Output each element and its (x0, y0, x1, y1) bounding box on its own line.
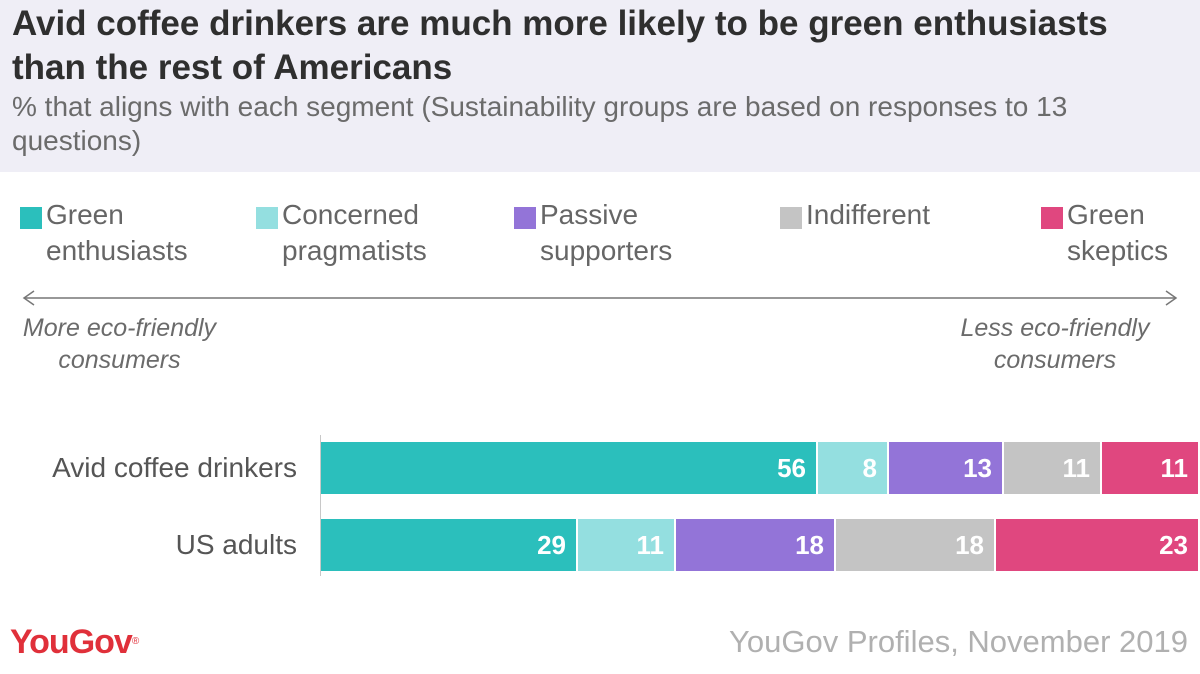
more-eco-friendly-line1: More eco-friendly (22, 314, 217, 342)
more-eco-friendly-line2: consumers (58, 346, 181, 374)
bar-value-label: 18 (795, 530, 824, 560)
chart-subtitle: % that aligns with each segment (Sustain… (12, 91, 1068, 156)
less-eco-friendly-label: Less eco-friendly consumers (950, 312, 1160, 376)
bar-row: 29 11 18 18 23 (321, 519, 1200, 571)
legend-swatch (256, 207, 278, 229)
legend-label: Green enthusiasts (46, 197, 188, 269)
legend-label-line2: pragmatists (282, 235, 427, 266)
bar-value-label: 23 (1159, 530, 1188, 560)
logo-text: YouGov (10, 623, 133, 661)
legend-label-line1: Indifferent (806, 199, 931, 230)
bar-value-label: 56 (777, 453, 806, 483)
legend-swatch (780, 207, 802, 229)
bar-segment: 29 (321, 519, 578, 571)
legend-label: Passive supporters (540, 197, 672, 269)
legend-label-line2: enthusiasts (46, 235, 188, 266)
bar-value-label: 11 (1160, 453, 1189, 483)
less-eco-friendly-line1: Less eco-friendly (960, 314, 1150, 342)
legend-label: Green skeptics (1067, 197, 1168, 269)
legend-label-line1: Passive (540, 199, 639, 230)
legend-swatch (514, 207, 536, 229)
legend-label-line2: supporters (540, 235, 673, 266)
category-label: US adults (175, 529, 297, 560)
bar-segment: 23 (996, 519, 1200, 571)
category-label: Avid coffee drinkers (52, 452, 297, 483)
registered-mark: ® (131, 636, 139, 647)
bar-segment: 11 (1102, 442, 1200, 494)
chart-baseline (320, 435, 321, 576)
bar-value-label: 29 (537, 530, 566, 560)
bar-segment: 56 (321, 442, 818, 494)
bar-value-label: 8 (862, 453, 877, 483)
yougov-logo: YouGov® (10, 620, 139, 664)
bar-segment: 18 (676, 519, 836, 571)
bar-value-label: 11 (1062, 453, 1091, 483)
legend-label-line1: Green (46, 199, 124, 230)
source-note: YouGov Profiles, November 2019 (729, 624, 1188, 659)
bar-value-label: 11 (636, 530, 665, 560)
bar-segment: 11 (1004, 442, 1102, 494)
legend-label: Indifferent (806, 197, 930, 233)
eco-scale-arrow (22, 290, 1178, 306)
legend-label-line1: Green (1067, 199, 1145, 230)
bar-segment: 8 (818, 442, 889, 494)
legend-label-line2: skeptics (1067, 235, 1169, 266)
legend-swatch (20, 207, 42, 229)
less-eco-friendly-line2: consumers (993, 346, 1117, 374)
header-panel: Avid coffee drinkers are much more likel… (0, 0, 1200, 172)
chart-title: Avid coffee drinkers are much more likel… (12, 4, 1108, 87)
bar-value-label: 13 (963, 453, 992, 483)
bar-segment: 11 (578, 519, 676, 571)
legend-label: Concerned pragmatists (282, 197, 427, 269)
legend-swatch (1041, 207, 1063, 229)
bar-segment: 13 (889, 442, 1004, 494)
bar-row: 56 8 13 11 11 (321, 442, 1200, 494)
legend-label-line1: Concerned (282, 199, 419, 230)
bar-segment: 18 (836, 519, 996, 571)
bar-value-label: 18 (955, 530, 984, 560)
more-eco-friendly-label: More eco-friendly consumers (12, 312, 227, 376)
